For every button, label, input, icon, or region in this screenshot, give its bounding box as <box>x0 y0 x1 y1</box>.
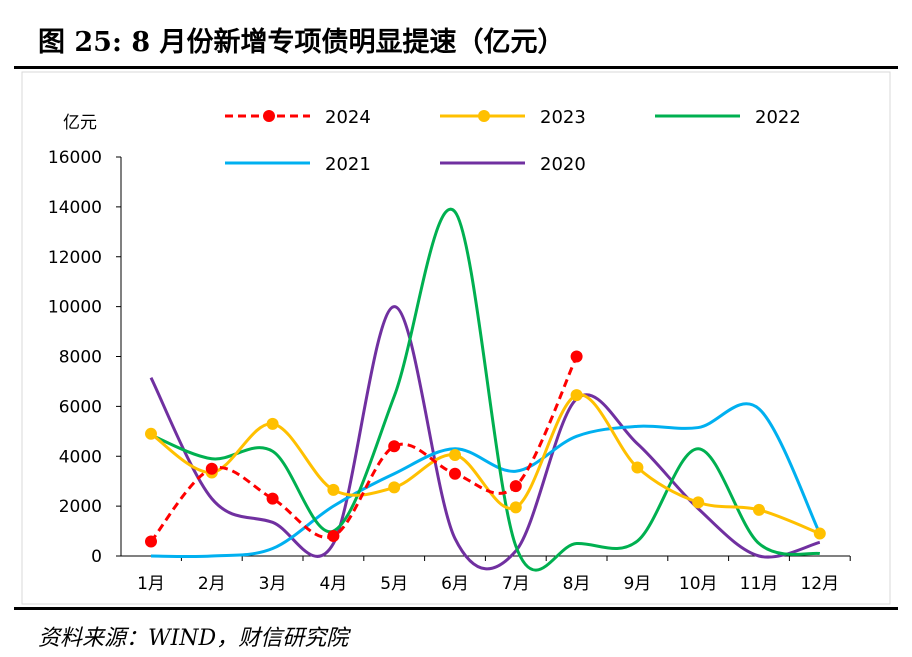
data-point-2024 <box>266 492 279 505</box>
x-tick-label: 1月 <box>137 574 165 594</box>
figure-title: 图 25: 8 月份新增专项债明显提速（亿元） <box>38 27 565 58</box>
legend-label-2024: 2024 <box>325 107 371 128</box>
x-tick-label: 4月 <box>319 574 347 594</box>
data-point-2024 <box>570 350 583 363</box>
legend-marker-2024 <box>263 110 275 122</box>
y-tick-label: 0 <box>91 547 102 567</box>
y-tick-label: 16000 <box>48 148 102 168</box>
data-point-2024 <box>145 535 157 548</box>
data-point-2024 <box>449 467 461 480</box>
y-tick-label: 4000 <box>59 447 102 467</box>
series-line-2021 <box>150 402 822 559</box>
x-tick-label: 11月 <box>740 574 779 594</box>
data-point-2023 <box>753 503 765 516</box>
source-note: 资料来源：WIND，财信研究院 <box>38 626 349 651</box>
y-axis-label: 亿元 <box>63 113 97 133</box>
x-tick-label: 8月 <box>563 574 591 594</box>
series-line-2022 <box>150 207 821 572</box>
legend-label-2020: 2020 <box>540 154 586 175</box>
x-tick-label: 5月 <box>380 574 408 594</box>
data-point-2023 <box>631 461 644 474</box>
data-point-2024 <box>205 462 218 475</box>
data-point-2024 <box>509 480 522 493</box>
x-tick-label: 7月 <box>502 574 530 594</box>
data-point-2023 <box>449 449 461 462</box>
series-line-2024 <box>149 355 578 543</box>
y-tick-label: 2000 <box>59 497 102 517</box>
data-point-2023 <box>266 417 279 430</box>
y-tick-label: 12000 <box>48 248 102 268</box>
x-tick-label: 9月 <box>623 574 651 594</box>
data-point-2023 <box>570 389 583 402</box>
x-tick-label: 3月 <box>259 574 287 594</box>
x-tick-label: 10月 <box>679 574 718 594</box>
data-point-2023 <box>509 501 522 514</box>
legend-marker-2023 <box>478 110 490 122</box>
data-point-2024 <box>327 530 340 543</box>
legend-label-2022: 2022 <box>755 107 801 128</box>
series-line-2020 <box>149 305 821 571</box>
data-point-2023 <box>692 496 705 509</box>
x-tick-label: 12月 <box>800 574 839 594</box>
bottom-rule <box>14 607 898 610</box>
x-tick-label: 2月 <box>198 574 226 594</box>
data-point-2024 <box>388 440 401 453</box>
y-tick-label: 6000 <box>59 397 102 417</box>
data-point-2023 <box>813 527 826 540</box>
data-point-2023 <box>145 427 157 440</box>
data-point-2023 <box>327 483 340 496</box>
y-tick-label: 8000 <box>59 348 102 368</box>
legend-label-2021: 2021 <box>325 154 371 175</box>
legend-label-2023: 2023 <box>540 107 586 128</box>
y-tick-label: 14000 <box>48 198 102 218</box>
top-rule <box>14 66 898 69</box>
x-tick-label: 6月 <box>441 574 469 594</box>
y-tick-label: 10000 <box>48 298 102 318</box>
plot-frame <box>21 71 891 605</box>
data-point-2023 <box>388 481 401 494</box>
